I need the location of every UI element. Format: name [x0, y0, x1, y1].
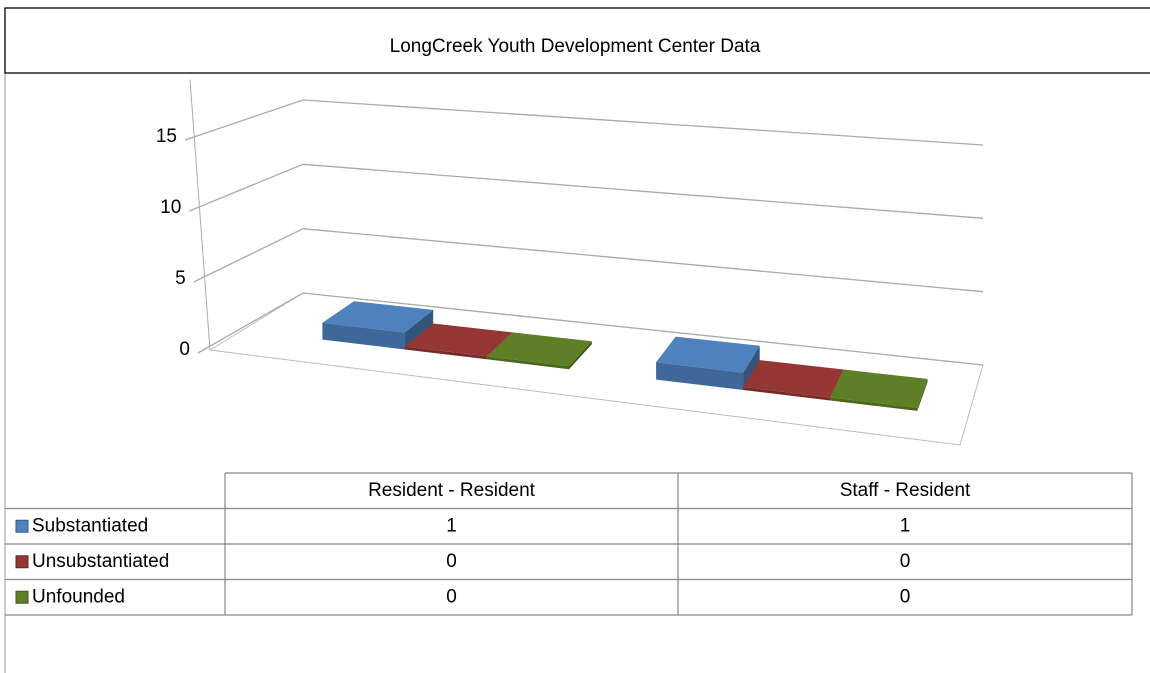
table-value: 0	[446, 551, 457, 572]
bar-top	[743, 360, 844, 398]
bar-front	[322, 322, 405, 350]
bar-front	[743, 387, 831, 401]
legend-label: Unsubstantiated	[32, 551, 169, 572]
y-tick-label: 5	[175, 268, 186, 289]
grid-line	[184, 99, 984, 146]
legend-swatch	[15, 555, 29, 569]
bar	[486, 332, 592, 370]
bar-side	[404, 309, 434, 350]
title-box	[4, 7, 1150, 74]
table-value: 1	[900, 515, 911, 536]
bar-front	[404, 346, 487, 360]
bar-side	[569, 341, 592, 370]
table-header: Resident - Resident	[368, 480, 536, 501]
bar-front	[830, 397, 918, 411]
table-value: 0	[900, 586, 911, 607]
bar-front	[656, 362, 744, 390]
bar	[322, 301, 434, 350]
table-header: Staff - Resident	[840, 480, 971, 501]
bar-top	[830, 369, 928, 408]
bar-side	[917, 378, 928, 411]
bar	[656, 336, 760, 390]
table-value: 0	[446, 586, 457, 607]
bar-top	[322, 301, 434, 333]
chart-title: LongCreek Youth Development Center Data	[390, 36, 761, 57]
bar-top	[486, 332, 592, 367]
bar-front	[486, 356, 569, 370]
bar-side	[743, 345, 760, 390]
legend-label: Substantiated	[32, 515, 148, 536]
table-value: 1	[446, 515, 457, 536]
legend-swatch	[15, 519, 29, 533]
legend-swatch	[15, 590, 29, 604]
grid-line	[197, 292, 984, 366]
y-tick-label: 15	[156, 126, 177, 147]
bar-top	[404, 323, 513, 357]
y-tick-label: 10	[160, 197, 181, 218]
legend-label: Unfounded	[32, 586, 125, 607]
grid-line	[189, 163, 984, 219]
grid-line	[193, 228, 984, 293]
table-value: 0	[900, 551, 911, 572]
y-axis	[189, 79, 211, 351]
y-tick-label: 0	[179, 339, 190, 360]
bar	[830, 369, 928, 411]
bar-top	[656, 336, 760, 373]
